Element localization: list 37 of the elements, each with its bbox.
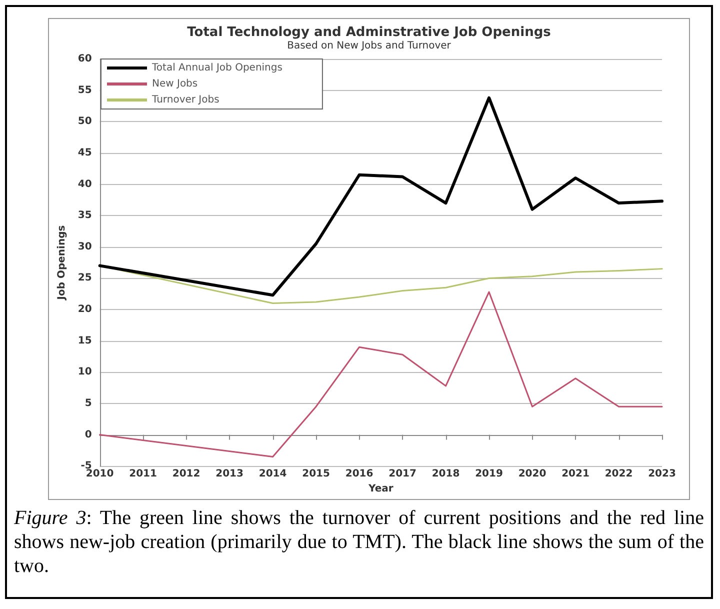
y-tick-label: 15 [78,335,92,346]
x-tick-label: 2016 [345,468,374,480]
y-tick-label: 50 [78,116,92,128]
legend-label: Total Annual Job Openings [151,62,282,74]
x-tick-label: 2014 [258,468,287,480]
line-series [99,291,663,458]
x-tick-label: 2019 [475,468,503,480]
x-tick-label: 2023 [648,468,676,480]
y-tick-label: 20 [78,304,92,316]
caption: Figure 3: The green line shows the turnover of current positions and the red line shows new-job creation (primarily due to TMT). The black line shows the sum of the two. [14,506,704,578]
x-axis-title: Year [368,484,394,494]
x-tick-label: 2015 [302,468,330,480]
x-tick-label: 2017 [388,468,416,480]
x-tick-label: 2021 [562,468,590,480]
y-axis-title: Job Openings [56,225,68,301]
line-series [98,96,664,297]
y-tick-label: 0 [84,429,92,440]
y-tick-label: 10 [78,366,92,378]
y-tick-label: 45 [78,147,92,158]
x-tick-label: 2013 [216,468,244,480]
y-tick-label: 30 [78,241,92,252]
legend-label: New Jobs [152,78,198,90]
x-tick-label: 2022 [604,468,633,480]
x-tick-label: 2020 [518,468,546,480]
x-tick-label: 2011 [129,468,158,480]
x-tick-label: 2018 [432,468,460,480]
y-tick-label: 25 [78,272,92,284]
y-tick-label: 35 [78,210,92,222]
x-tick-label: 2010 [86,468,114,480]
y-tick-label: 60 [78,54,92,64]
y-tick-label: 55 [78,84,92,96]
x-tick-label: 2012 [172,468,200,480]
y-tick-label: 40 [78,178,92,190]
y-tick-label: 5 [84,398,92,409]
legend-label: Turnover Jobs [151,94,220,106]
chart-subtitle: Based on New Jobs and Turnover [287,40,452,52]
chart-title: Total Technology and Adminstrative Job Openings [187,25,552,40]
